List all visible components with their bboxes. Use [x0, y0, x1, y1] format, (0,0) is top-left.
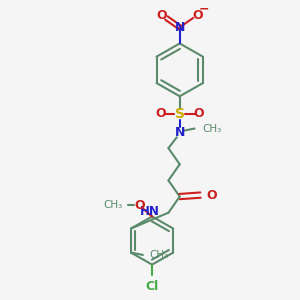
Text: S: S: [175, 107, 185, 121]
Text: O: O: [194, 107, 204, 120]
Text: Cl: Cl: [146, 280, 159, 293]
Text: O: O: [157, 8, 167, 22]
Text: CH₃: CH₃: [150, 250, 169, 260]
Text: O: O: [155, 107, 166, 120]
Text: HN: HN: [140, 205, 160, 218]
Text: N: N: [175, 21, 185, 34]
Text: O: O: [192, 8, 203, 22]
Text: CH₃: CH₃: [103, 200, 122, 210]
Text: O: O: [134, 199, 145, 212]
Text: O: O: [206, 189, 217, 202]
Text: −: −: [199, 2, 210, 15]
Text: N: N: [175, 125, 185, 139]
Text: CH₃: CH₃: [202, 124, 222, 134]
